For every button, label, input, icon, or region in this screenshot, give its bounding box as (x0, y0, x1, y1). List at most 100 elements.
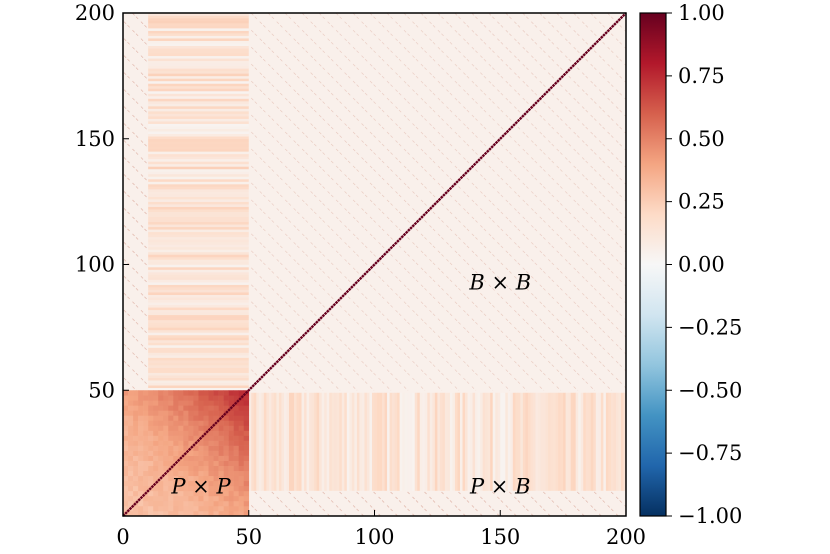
pxp-cell (153, 390, 159, 396)
bxp-row (148, 382, 249, 386)
pxp-cell (183, 435, 189, 441)
pxp-cell (233, 475, 239, 482)
pxp-cell (163, 465, 169, 472)
pxp-cell (183, 410, 189, 416)
pxp-cell (148, 430, 154, 436)
pxp-cell (163, 430, 169, 436)
pxp-cell (123, 420, 129, 426)
pxb-column (384, 392, 388, 491)
pxp-cell (198, 470, 204, 477)
pxp-cell (198, 500, 204, 507)
pxb-column (585, 392, 589, 491)
bxp-row (148, 151, 249, 155)
bxp-row (148, 13, 249, 16)
bxp-row (148, 93, 249, 97)
pxp-cell (208, 475, 214, 482)
pxp-cell (208, 455, 214, 461)
pxp-cell (233, 455, 239, 461)
pxp-cell (168, 440, 174, 446)
block-label-left: P (469, 474, 485, 498)
bxp-row (148, 209, 249, 212)
pxp-cell (123, 430, 129, 436)
pxp-cell (173, 475, 179, 482)
pxb-column (351, 392, 355, 491)
pxp-cell (218, 490, 224, 497)
pxp-cell (158, 500, 164, 507)
block-label: P × B (469, 474, 531, 498)
pxp-cell (203, 480, 209, 487)
pxp-cell (233, 505, 239, 512)
pxp-cell (238, 445, 245, 451)
pxp-cell (153, 435, 159, 441)
pxb-column (334, 392, 338, 491)
pxp-cell (178, 485, 184, 492)
pxp-cell (158, 470, 164, 477)
pxp-cell (153, 500, 159, 507)
pxp-cell (123, 460, 129, 466)
pxp-cell (148, 510, 154, 517)
pxp-cell (183, 485, 189, 492)
pxp-cell (173, 395, 179, 401)
diagonal-line (122, 12, 627, 517)
pxp-cell (178, 395, 184, 401)
pxb-column (437, 392, 441, 491)
pxp-cell (213, 415, 219, 421)
pxp-cell (138, 420, 144, 426)
bxp-row (148, 111, 249, 114)
pxb-column (309, 392, 312, 491)
pxb-column (497, 392, 501, 491)
pxp-cell (233, 390, 239, 396)
pxb-column (271, 392, 275, 491)
pxp-cell (243, 415, 250, 421)
bxp-row (148, 75, 249, 79)
pxp-cell (143, 465, 149, 472)
pxp-cell (218, 395, 224, 401)
pxp-cell (183, 425, 189, 431)
x-tick-label: 50 (235, 525, 262, 549)
bxp-row (148, 350, 249, 353)
pxb-column (449, 392, 453, 491)
pxp-cell (243, 445, 250, 451)
pxp-cell (173, 425, 179, 431)
bxp-row (148, 224, 249, 228)
pxp-cell (218, 500, 224, 507)
pxp-cell (238, 510, 245, 517)
pxp-cell (123, 505, 129, 512)
pxp-cell (223, 485, 229, 492)
x-tick-label: 0 (116, 525, 129, 549)
pxp-cell (233, 435, 239, 441)
bxp-row (148, 367, 249, 371)
bxp-row (148, 95, 249, 99)
pxb-column (480, 392, 483, 491)
pxp-cell (198, 450, 204, 456)
pxp-cell (213, 435, 219, 441)
pxb-column (379, 392, 383, 491)
pxp-cell (223, 445, 229, 451)
bxp-row (148, 304, 249, 308)
pxp-cell (123, 450, 129, 456)
pxp-cell (208, 415, 214, 421)
pxp-cell (123, 455, 129, 461)
pxp-cell (153, 490, 159, 497)
pxb-column (565, 392, 569, 491)
bxp-row (148, 116, 249, 119)
pxp-cell (213, 475, 219, 482)
pxp-cell (188, 490, 194, 497)
pxp-cell (133, 505, 139, 512)
bxp-row (148, 33, 249, 36)
pxp-cell (243, 460, 250, 466)
pxp-cell (148, 500, 154, 507)
bxp-row (148, 101, 249, 104)
pxp-cell (223, 400, 229, 406)
pxp-cell (138, 510, 144, 517)
pxp-cell (163, 500, 169, 507)
pxb-column (424, 392, 428, 491)
pxp-cell (183, 475, 189, 482)
pxb-column (326, 392, 330, 491)
pxp-cell (213, 430, 219, 436)
pxp-cell (128, 415, 134, 421)
pxp-cell (158, 410, 164, 416)
pxp-cell (148, 435, 154, 441)
pxb-column (306, 392, 310, 491)
pxb-column (346, 392, 350, 491)
